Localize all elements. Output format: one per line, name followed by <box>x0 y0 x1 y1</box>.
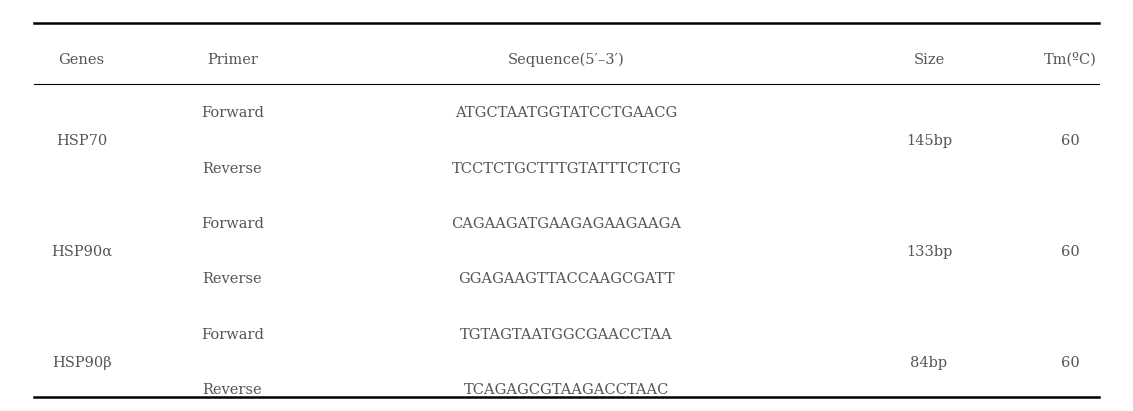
Text: TGTAGTAATGGCGAACCTAA: TGTAGTAATGGCGAACCTAA <box>460 328 673 342</box>
Text: 133bp: 133bp <box>906 245 952 259</box>
Text: Forward: Forward <box>201 328 264 342</box>
Text: TCCTCTGCTTTGTATTTCTCTG: TCCTCTGCTTTGTATTTCTCTG <box>452 162 681 175</box>
Text: 84bp: 84bp <box>911 356 947 370</box>
Text: HSP70: HSP70 <box>56 134 108 148</box>
Text: Genes: Genes <box>59 53 104 67</box>
Text: CAGAAGATGAAGAGAAGAAGA: CAGAAGATGAAGAGAAGAAGA <box>451 217 682 231</box>
Text: TCAGAGCGTAAGACCTAAC: TCAGAGCGTAAGACCTAAC <box>463 383 670 397</box>
Text: 60: 60 <box>1062 356 1080 370</box>
Text: 145bp: 145bp <box>906 134 952 148</box>
Text: 60: 60 <box>1062 134 1080 148</box>
Text: Reverse: Reverse <box>203 272 262 286</box>
Text: 60: 60 <box>1062 245 1080 259</box>
Text: GGAGAAGTTACCAAGCGATT: GGAGAAGTTACCAAGCGATT <box>458 272 675 286</box>
Text: Forward: Forward <box>201 217 264 231</box>
Text: Primer: Primer <box>207 53 257 67</box>
Text: ATGCTAATGGTATCCTGAACG: ATGCTAATGGTATCCTGAACG <box>455 106 678 120</box>
Text: Forward: Forward <box>201 106 264 120</box>
Text: Tm(ºC): Tm(ºC) <box>1045 53 1097 67</box>
Text: Size: Size <box>913 53 945 67</box>
Text: Sequence(5′–3′): Sequence(5′–3′) <box>508 52 625 67</box>
Text: HSP90α: HSP90α <box>51 245 112 259</box>
Text: HSP90β: HSP90β <box>52 356 111 370</box>
Text: Reverse: Reverse <box>203 383 262 397</box>
Text: Reverse: Reverse <box>203 162 262 175</box>
